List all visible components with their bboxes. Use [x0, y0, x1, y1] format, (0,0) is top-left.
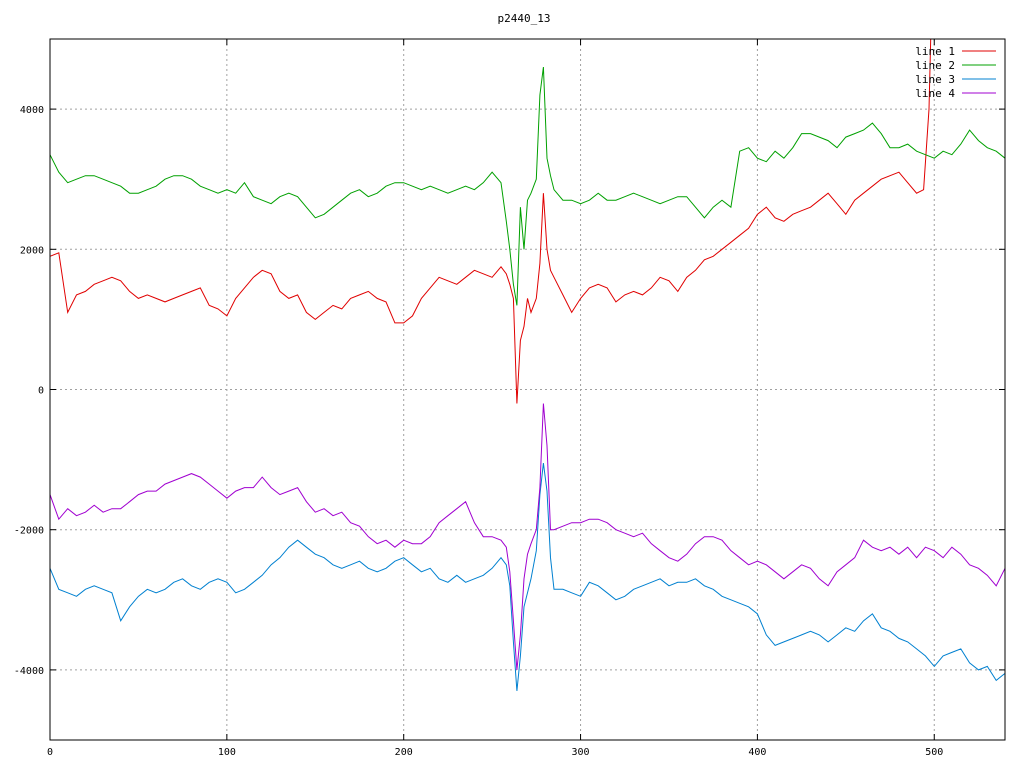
x-tick-label: 200 [395, 747, 413, 758]
legend-label: line 3 [915, 73, 955, 86]
series-line-3 [49, 463, 1006, 691]
y-tick-label: 4000 [20, 105, 44, 116]
y-tick-label: 0 [38, 386, 44, 397]
x-tick-label: 400 [748, 747, 766, 758]
y-tick-label: -2000 [14, 526, 44, 537]
chart-title: p2440_13 [498, 12, 551, 25]
series-line-4 [49, 403, 1006, 670]
axis-ticks: 0 100 200 300 400 500 -4000 -2000 0 2000 4000 [14, 39, 1005, 758]
legend-label: line 1 [915, 45, 955, 58]
y-tick-label: -4000 [14, 666, 44, 677]
x-tick-label: 0 [47, 747, 53, 758]
x-tick-label: 500 [925, 747, 943, 758]
series-line-2 [49, 66, 1006, 306]
y-tick-label: 2000 [20, 245, 44, 256]
legend-label: line 4 [915, 87, 955, 100]
x-tick-label: 100 [218, 747, 236, 758]
grid [50, 39, 1005, 740]
series-line-1 [49, 38, 1005, 404]
x-tick-label: 300 [572, 747, 590, 758]
legend-label: line 2 [915, 59, 955, 72]
series-group [49, 38, 1006, 691]
